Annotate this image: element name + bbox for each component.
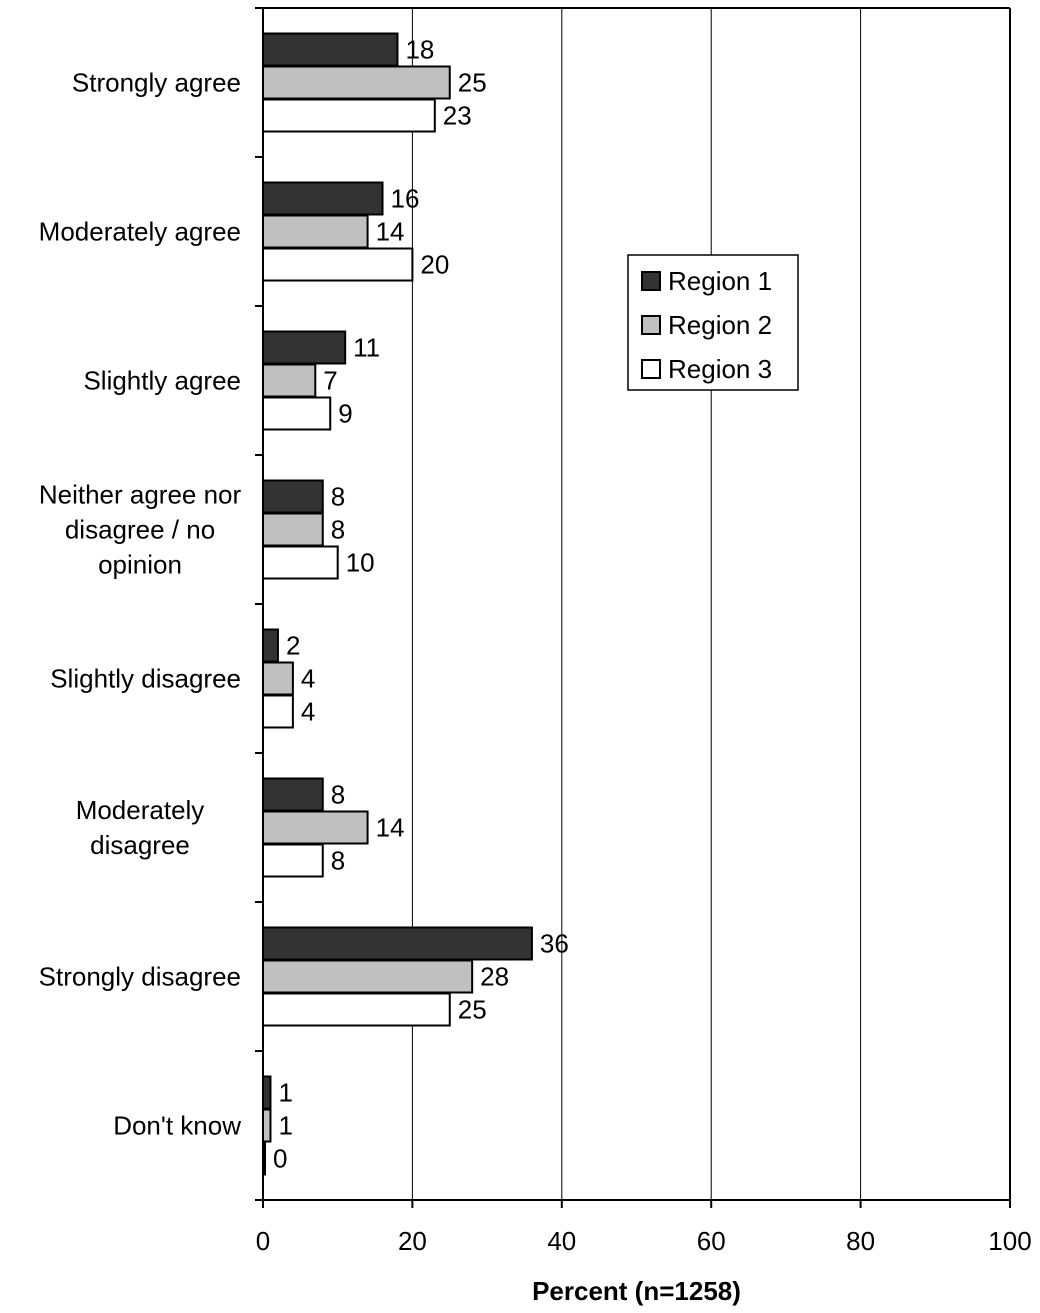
x-tick-label: 40: [547, 1226, 576, 1256]
bar: [262, 661, 294, 696]
data-label: 9: [338, 399, 352, 429]
data-label: 16: [391, 184, 420, 214]
category-label-line: disagree / no: [65, 515, 215, 545]
data-label: 18: [405, 35, 434, 65]
data-label: 20: [420, 250, 449, 280]
bar: [262, 843, 324, 878]
data-label: 4: [301, 697, 315, 727]
legend-label: Region 2: [668, 310, 772, 340]
category-label-line: Slightly disagree: [50, 664, 241, 694]
category-label-line: Strongly disagree: [39, 962, 241, 992]
bar: [262, 247, 414, 282]
category-label: Strongly agree: [72, 68, 241, 98]
bar: [262, 512, 324, 547]
category-label: Don't know: [113, 1111, 241, 1141]
category-label: Strongly disagree: [39, 962, 241, 992]
bars: [262, 32, 533, 1176]
data-label: 11: [353, 333, 380, 363]
category-label: Neither agree nor disagree / no opinion: [39, 480, 242, 580]
legend-label: Region 1: [668, 266, 772, 296]
bar: [262, 959, 474, 994]
bar: [262, 545, 339, 580]
bar: [262, 214, 369, 249]
category-label: Moderately disagree: [76, 795, 205, 860]
bar: [262, 479, 324, 514]
bar: [262, 1075, 272, 1110]
data-label: 14: [376, 217, 405, 247]
bar: [262, 98, 436, 133]
data-label: 8: [331, 846, 345, 876]
category-labels: Strongly agree Moderately agree Slightly a…: [39, 68, 242, 1141]
category-label-line: Don't know: [113, 1111, 241, 1141]
x-tick-label: 100: [988, 1226, 1031, 1256]
category-label-line: Moderately: [76, 795, 205, 825]
category-label-line: Neither agree nor: [39, 480, 242, 510]
data-label: 25: [458, 68, 487, 98]
category-label-line: Strongly agree: [72, 68, 241, 98]
bar: [262, 628, 279, 663]
data-label: 10: [346, 548, 375, 578]
category-label: Moderately agree: [39, 217, 241, 247]
x-axis-title: Percent (n=1258): [532, 1276, 741, 1306]
legend: Region 1 Region 2 Region 3: [627, 254, 799, 391]
data-label: 28: [480, 962, 509, 992]
bar: [262, 32, 399, 67]
bar: [262, 1108, 272, 1143]
data-label: 8: [331, 780, 345, 810]
legend-label: Region 3: [668, 354, 772, 384]
x-tick-label: 0: [256, 1226, 270, 1256]
data-label: 8: [331, 482, 345, 512]
x-tick-label: 80: [846, 1226, 875, 1256]
bar: [262, 992, 451, 1027]
data-label: 36: [540, 929, 569, 959]
data-label: 14: [376, 813, 405, 843]
category-label-line: Moderately agree: [39, 217, 241, 247]
legend-swatch: [641, 271, 661, 291]
data-label: 1: [278, 1111, 292, 1141]
data-label: 7: [323, 366, 337, 396]
bar: [262, 65, 451, 100]
legend-swatch: [641, 359, 661, 379]
category-label-line: opinion: [98, 550, 182, 580]
data-label: 0: [273, 1144, 287, 1174]
data-label: 8: [331, 515, 345, 545]
bar: [262, 777, 324, 812]
bar: [262, 694, 294, 729]
x-tick-label: 20: [398, 1226, 427, 1256]
data-label: 23: [443, 101, 472, 131]
data-label: 2: [286, 631, 300, 661]
x-tick-label: 60: [697, 1226, 726, 1256]
bar: [262, 181, 384, 216]
bar: [262, 810, 369, 845]
bar: [262, 363, 317, 398]
category-label-line: disagree: [90, 830, 190, 860]
data-label: 4: [301, 664, 315, 694]
data-label: 25: [458, 995, 487, 1025]
category-label: Slightly disagree: [50, 664, 241, 694]
category-label-line: Slightly agree: [83, 366, 241, 396]
plot-frame: [255, 7, 1011, 1201]
data-label: 1: [278, 1078, 292, 1108]
bar: [262, 396, 332, 431]
category-label: Slightly agree: [83, 366, 241, 396]
bar: [262, 926, 533, 961]
legend-swatch: [641, 315, 661, 335]
x-axis-ticks: 0 20 40 60 80 100: [256, 1200, 1032, 1256]
bar: [262, 330, 347, 365]
